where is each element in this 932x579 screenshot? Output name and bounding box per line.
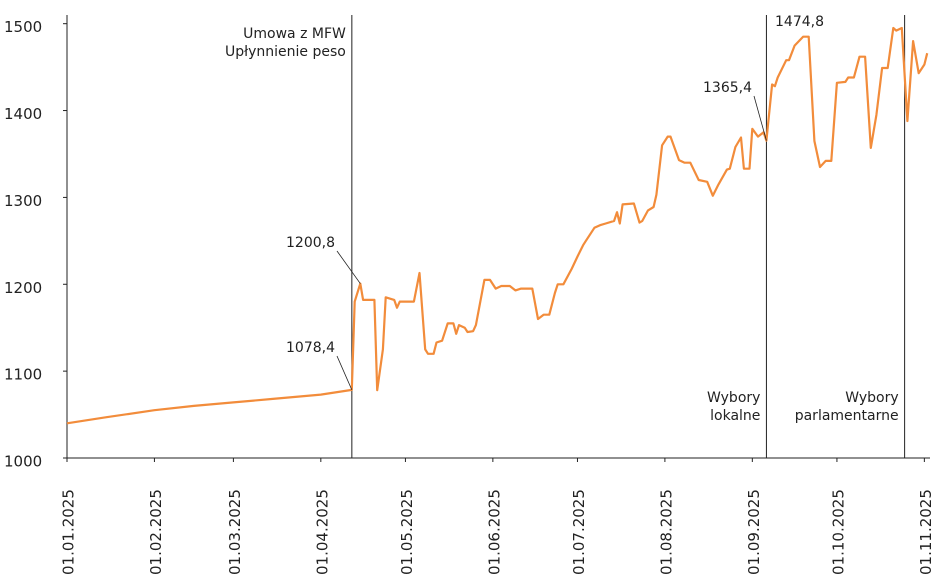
y-tick-label: 1300 [4, 192, 42, 210]
x-tick-label: 01.06.2025 [485, 489, 503, 575]
x-tick-label: 01.09.2025 [745, 489, 763, 575]
event-label: Umowa z MFW [243, 26, 346, 42]
series-line [66, 26, 929, 425]
annotation-label: 1200,8 [286, 235, 335, 251]
event-label: lokalne [710, 408, 760, 424]
event-label: Wybory [845, 390, 898, 406]
annotation-leader [753, 95, 767, 141]
x-tick-label: 01.10.2025 [829, 489, 847, 575]
annotation-label: 1365,4 [703, 80, 752, 96]
x-tick-label: 01.05.2025 [398, 489, 416, 575]
x-tick-label: 01.07.2025 [570, 489, 588, 575]
annotation-leader [336, 355, 353, 391]
x-tick-label: 01.03.2025 [226, 489, 244, 575]
x-tick-label: 01.01.2025 [60, 489, 78, 575]
x-tick-label: 01.02.2025 [147, 489, 165, 575]
event-label: parlamentarne [795, 408, 899, 424]
y-tick-label: 1200 [4, 279, 42, 297]
y-tick-label: 1400 [4, 105, 42, 123]
y-tick-label: 1000 [4, 453, 42, 471]
x-tick-label: 01.04.2025 [313, 489, 331, 575]
x-tick-label: 01.11.2025 [917, 489, 932, 575]
event-label: Upłynnienie peso [225, 44, 346, 60]
y-tick-label: 1100 [4, 366, 42, 384]
annotation-leader [336, 250, 361, 284]
annotation-label: 1078,4 [286, 340, 335, 356]
event-label: Wybory [707, 390, 760, 406]
x-tick-label: 01.08.2025 [657, 489, 675, 575]
y-tick-label: 1500 [4, 18, 42, 36]
annotation-label: 1474,8 [775, 14, 824, 30]
